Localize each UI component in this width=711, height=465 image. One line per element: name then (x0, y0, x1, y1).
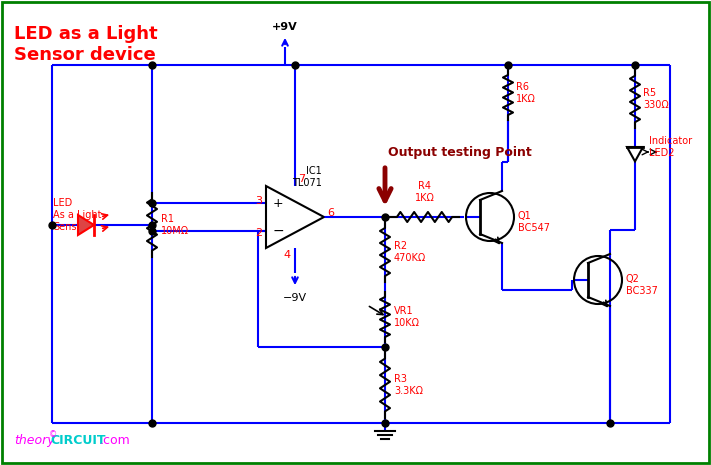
Text: ©: © (49, 430, 58, 439)
Text: 3: 3 (255, 196, 262, 206)
Text: Output testing Point: Output testing Point (388, 146, 532, 159)
Text: 7: 7 (298, 174, 305, 184)
Text: R3
3.3KΩ: R3 3.3KΩ (394, 374, 423, 396)
Text: CIRCUIT: CIRCUIT (50, 434, 105, 447)
Text: 4: 4 (284, 250, 291, 260)
Text: R6
1KΩ: R6 1KΩ (516, 82, 536, 104)
Polygon shape (627, 147, 643, 161)
Text: Q2
BC337: Q2 BC337 (626, 274, 658, 296)
Text: +9V: +9V (272, 22, 298, 32)
Text: +: + (273, 197, 284, 210)
Text: R4
1KΩ: R4 1KΩ (415, 181, 434, 203)
Text: −: − (273, 224, 284, 238)
Text: theory: theory (14, 434, 55, 447)
Text: LED
As a Light
Sensor: LED As a Light Sensor (53, 199, 102, 232)
Text: Indicator
LED2: Indicator LED2 (649, 136, 692, 158)
Text: −9V: −9V (283, 293, 307, 303)
Text: R1
10MΩ: R1 10MΩ (161, 214, 189, 236)
Text: R5
330Ω: R5 330Ω (643, 88, 669, 110)
Polygon shape (78, 215, 94, 235)
Polygon shape (266, 186, 324, 248)
Text: Q1
BC547: Q1 BC547 (518, 211, 550, 233)
Text: LED as a Light
Sensor device: LED as a Light Sensor device (14, 25, 158, 64)
Text: 6: 6 (327, 208, 334, 218)
Text: .com: .com (100, 434, 131, 447)
Text: R2
470KΩ: R2 470KΩ (394, 241, 427, 263)
Text: VR1
10KΩ: VR1 10KΩ (394, 306, 420, 328)
Text: IC1
TL071: IC1 TL071 (292, 166, 322, 187)
Text: 2: 2 (255, 228, 262, 238)
